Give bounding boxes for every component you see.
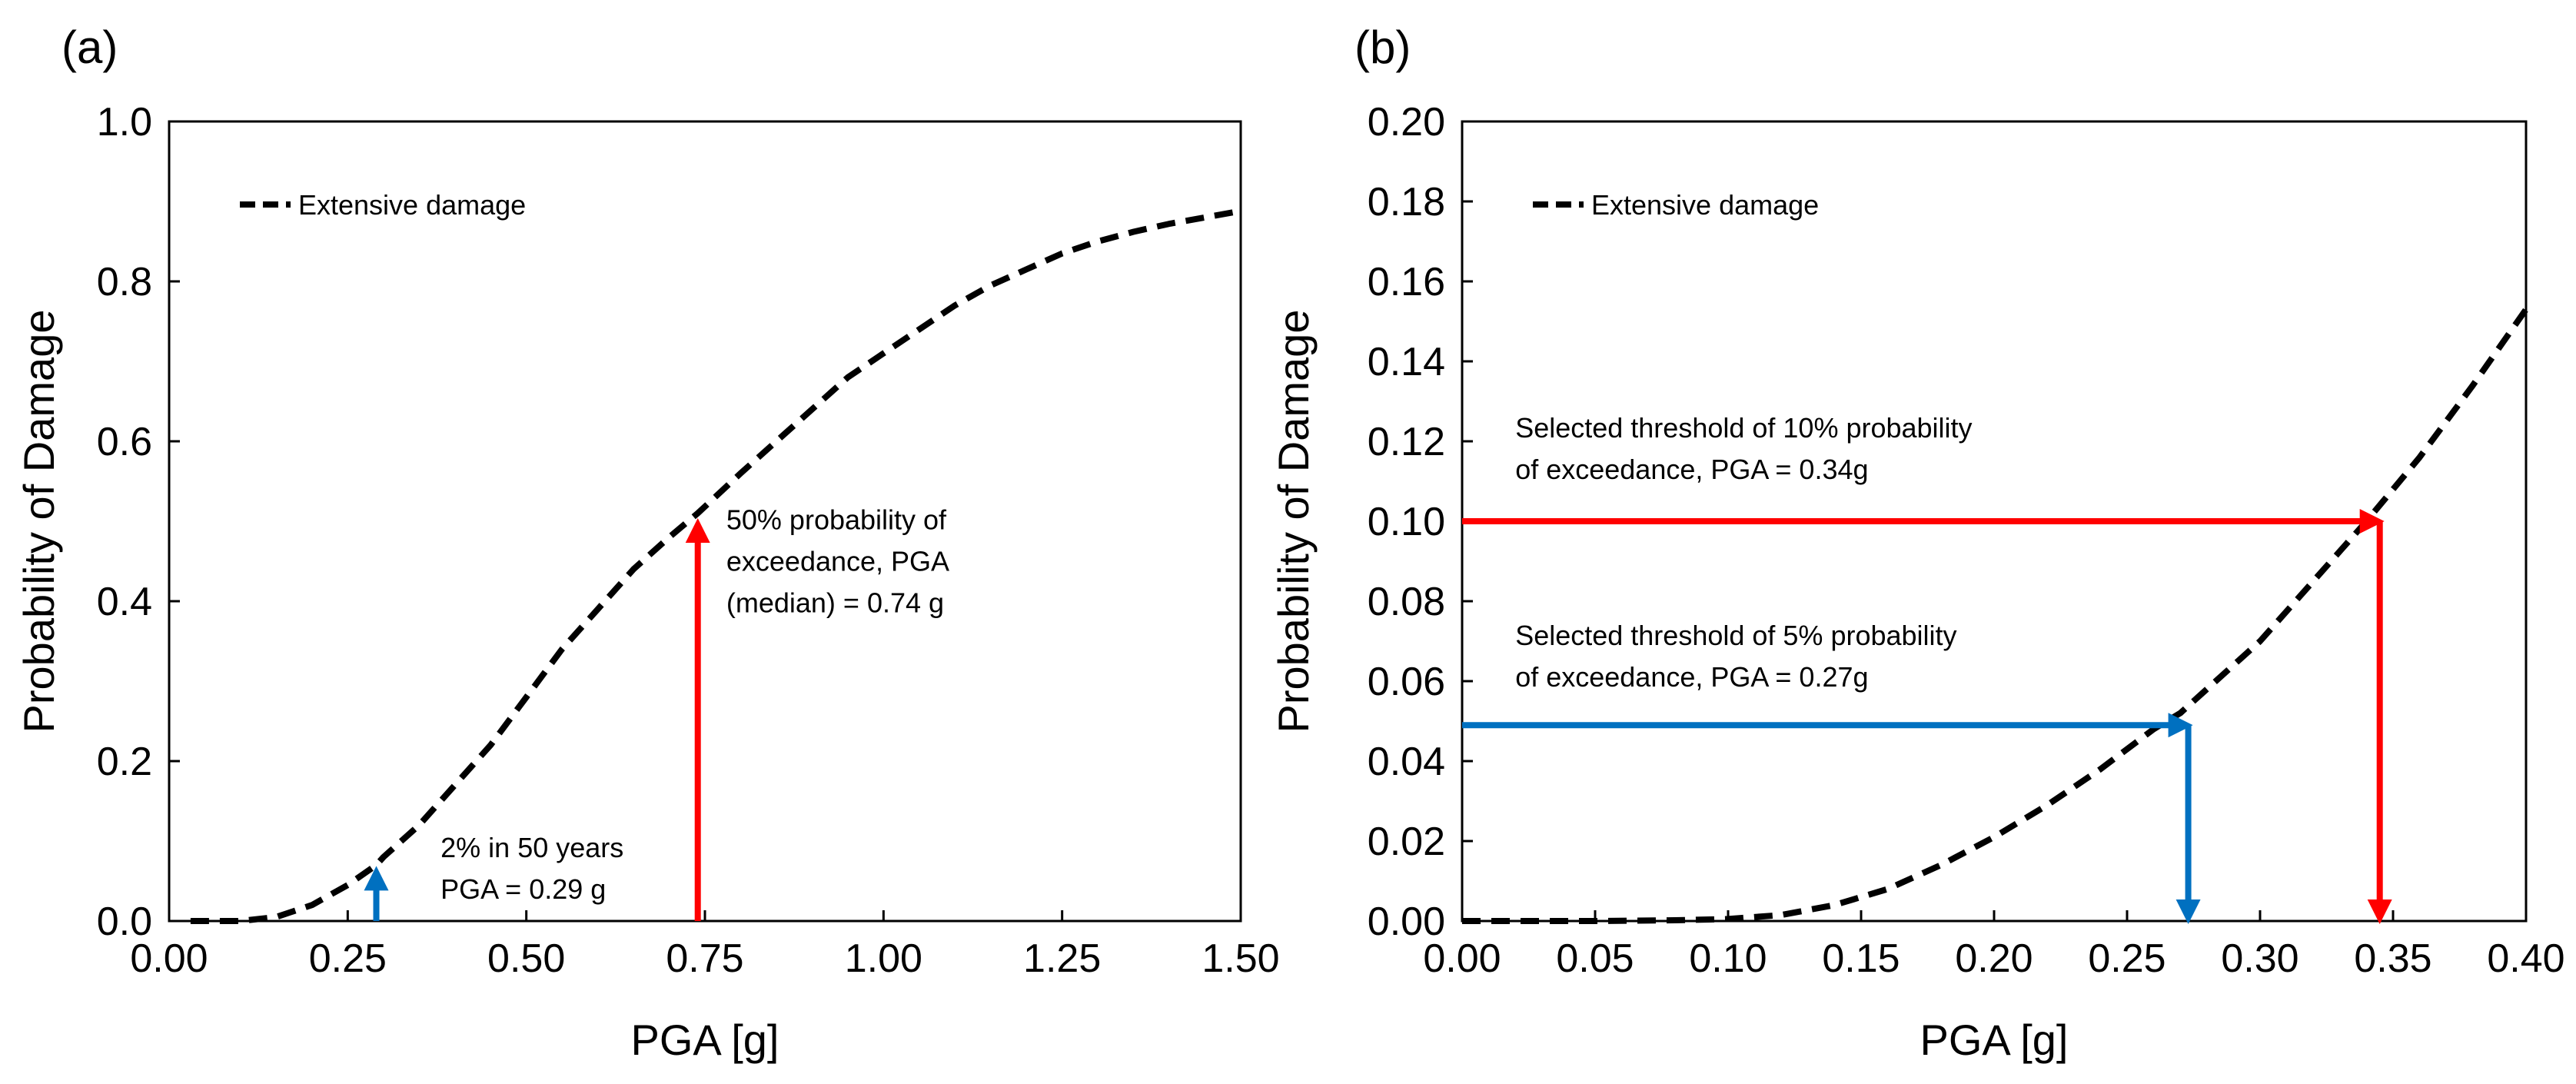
chart-panel-b: (b) 0.00 0.05 0.10 0.15 0.20 0.25 0.30 0.35 0.40 0… (1269, 22, 2565, 1064)
annotation-line: PGA = 0.29 g (440, 873, 606, 905)
series-line (190, 208, 1241, 924)
annotation: 2% in 50 years PGA = 0.29 g (440, 832, 623, 905)
y-axis-title: Probability of Damage (1269, 310, 1318, 733)
x-tick-label: 0.10 (1689, 936, 1767, 981)
x-tick-label: 0.05 (1556, 936, 1634, 981)
y-tick-label: 0.06 (1368, 660, 1445, 704)
plot-frame (168, 120, 1242, 923)
y-tick-label: 0.14 (1368, 340, 1445, 384)
series-line (1462, 308, 2529, 924)
y-tick-label: 0.08 (1368, 580, 1445, 624)
x-tick-label: 1.50 (1202, 936, 1279, 981)
y-tick-label: 0.4 (97, 580, 152, 624)
y-tick-label: 0.16 (1368, 260, 1445, 304)
x-axis-title: PGA [g] (1920, 1016, 2069, 1064)
x-tick-label: 0.25 (2088, 936, 2166, 981)
x-tick-label: 0.30 (2221, 936, 2298, 981)
legend-label: Extensive damage (1591, 189, 1819, 221)
y-tick-label: 0.12 (1368, 420, 1445, 464)
annotation: 50% probability of exceedance, PGA (median… (726, 504, 949, 618)
chart-panel-a: (a) 0.00 0.25 0.50 0.75 1.00 1.25 1.50 0.0 0.2 0.4… (15, 22, 1280, 1064)
x-tick-label: 0.40 (2487, 936, 2564, 981)
x-tick-label: 0.50 (487, 936, 565, 981)
annotation-line: (median) = 0.74 g (726, 587, 944, 618)
annotation-line: Selected threshold of 5% probability (1515, 620, 1956, 651)
x-tick-label: 1.25 (1023, 936, 1101, 981)
x-tick-label: 0.35 (2354, 936, 2431, 981)
y-tick-label: 0.8 (97, 260, 152, 304)
y-tick-label: 0.00 (1368, 899, 1445, 944)
annotation-line: exceedance, PGA (726, 545, 949, 577)
y-axis-title: Probability of Damage (15, 310, 63, 733)
x-tick-label: 1.00 (845, 936, 922, 981)
panel-label: (b) (1354, 22, 1411, 73)
annotation-line: of exceedance, PGA = 0.34g (1515, 454, 1868, 485)
annotation: Selected threshold of 10% probability of … (1515, 412, 1972, 485)
annotation-line: of exceedance, PGA = 0.27g (1515, 661, 1868, 693)
y-tick-label: 0.04 (1368, 740, 1445, 784)
legend-label: Extensive damage (298, 189, 526, 221)
y-tick-label: 0.2 (97, 740, 152, 784)
y-tick-label: 1.0 (97, 100, 152, 145)
annotation-line: 50% probability of (726, 504, 947, 535)
y-tick-label: 0.6 (97, 420, 152, 464)
x-tick-label: 0.00 (1423, 936, 1501, 981)
annotation: Selected threshold of 5% probability of e… (1515, 620, 1956, 693)
annotation-line: Selected threshold of 10% probability (1515, 412, 1972, 444)
x-tick-label: 0.25 (309, 936, 387, 981)
panel-label: (a) (61, 22, 118, 73)
y-tick-label: 0.10 (1368, 500, 1445, 544)
x-tick-label: 0.20 (1955, 936, 2033, 981)
x-tick-label: 0.15 (1822, 936, 1900, 981)
x-tick-label: 0.75 (666, 936, 743, 981)
y-tick-label: 0.02 (1368, 820, 1445, 864)
y-tick-label: 0.18 (1368, 180, 1445, 224)
y-tick-label: 0.0 (97, 899, 152, 944)
x-axis-title: PGA [g] (631, 1016, 779, 1064)
y-tick-label: 0.20 (1368, 100, 1445, 145)
annotation-line: 2% in 50 years (440, 832, 623, 863)
x-tick-label: 0.00 (130, 936, 208, 981)
